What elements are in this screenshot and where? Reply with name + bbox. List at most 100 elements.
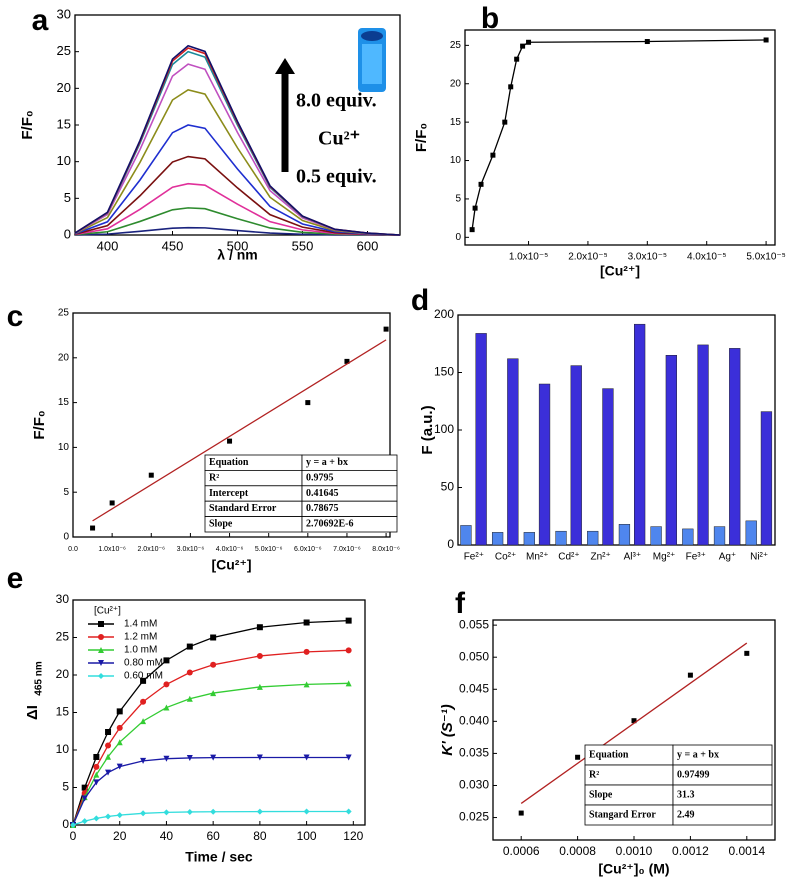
marker [186,808,193,815]
marker [93,771,100,778]
legend-title: [Cu²⁺] [94,606,121,617]
table-text: Slope [589,789,613,800]
table-cell [672,804,773,826]
table-text: 2.70692E-6 [306,519,354,530]
bar [665,355,677,546]
x-tick-label: Mn²⁺ [526,552,549,563]
x-tick-label: 60 [206,829,220,843]
x-axis-label: [Cu²⁺]₀ (M) [598,861,669,877]
x-tick-label: 1.0x10⁻⁶ [98,546,126,553]
panel-label: b [481,2,499,35]
table-text: 31.3 [677,789,695,800]
marker [116,812,123,819]
marker [105,729,112,735]
bar [618,524,631,546]
x-axis-label: [Cu²⁺] [211,557,251,573]
y-tick-label: 5 [455,194,461,205]
x-tick-label: 4.0x10⁻⁵ [687,252,726,263]
x-tick-label: 120 [343,829,363,843]
marker [186,695,193,702]
x-tick-label: 2.0x10⁻⁶ [137,546,165,553]
marker [256,652,263,659]
y-tick-label: 15 [56,705,70,719]
marker [518,810,524,816]
bar [650,526,662,546]
marker [210,661,217,668]
vial-glow [362,44,382,84]
marker [469,227,475,233]
y-tick-label: 20 [57,80,71,95]
x-tick-label: 5.0x10⁻⁵ [746,252,785,263]
marker [210,808,217,815]
marker [502,119,508,125]
y-tick-label: 0.040 [459,714,489,728]
plot-frame [464,29,776,246]
marker [305,400,311,406]
arrow-head [275,58,295,74]
table-text: 0.9795 [306,472,334,483]
marker [116,724,123,731]
panel-label: a [32,4,49,37]
marker [109,500,115,506]
bar [729,348,741,546]
marker [345,647,352,654]
table-text: R² [209,472,219,483]
x-tick-label: Zn²⁺ [591,552,611,563]
y-tick-label: 25 [57,43,71,58]
marker [303,619,310,626]
marker [303,808,310,815]
marker [105,753,112,760]
y-tick-label: 0 [447,537,454,551]
y-axis-label: F/F₀ [31,410,48,439]
x-tick-label: 100 [297,829,317,843]
table-text: 0.97499 [677,769,710,780]
x-tick-label: 0.0012 [672,844,709,858]
y-tick-label: 5 [62,780,69,794]
x-tick-label: Al³⁺ [624,552,642,563]
x-tick-label: 0.0006 [503,844,540,858]
marker [472,205,478,211]
y-tick-label: 25 [58,308,70,319]
marker [256,624,263,631]
x-tick-label: 2.0x10⁻⁵ [568,252,607,263]
legend-marker [98,621,104,627]
bar [475,333,487,546]
y-tick-label: 0 [63,532,69,543]
y-tick-label: 0.030 [459,778,489,792]
marker [303,754,310,761]
panel-label: d [411,284,429,317]
marker [345,754,352,761]
x-tick-label: 8.0x10⁻⁶ [372,546,400,553]
table-text: 0.41645 [306,488,339,499]
table-text: Equation [589,749,629,760]
x-tick-label: 3.0x10⁻⁵ [628,252,667,263]
y-tick-label: 5 [63,487,69,498]
marker [90,525,96,531]
marker [140,698,147,705]
y-tick-label: 0 [64,226,71,241]
bar [760,411,773,546]
table-text: R² [589,769,599,780]
y-tick-label: 25 [450,40,462,51]
y-tick-label: 20 [56,667,70,681]
marker [93,779,100,786]
y-tick-label: 15 [57,116,71,131]
panel-label: c [7,300,24,333]
y-tick-label: 20 [450,78,462,89]
y-tick-label: 0.055 [459,617,489,631]
x-tick-label: 0 [70,829,77,843]
legend-marker [98,647,104,653]
y-tick-label: 100 [434,422,454,436]
legend-label: 1.2 mM [124,632,157,643]
y-axis-label: F/F₀ [19,110,36,139]
marker [345,617,352,624]
marker [644,39,650,45]
series-line [72,619,349,826]
bar [555,530,567,546]
y-tick-label: 0.045 [459,681,489,695]
annotation: 0.5 equiv. [296,166,377,188]
table-text: Stangard Error [589,809,656,820]
table-cell [204,469,303,487]
y-tick-label: 25 [56,630,70,644]
